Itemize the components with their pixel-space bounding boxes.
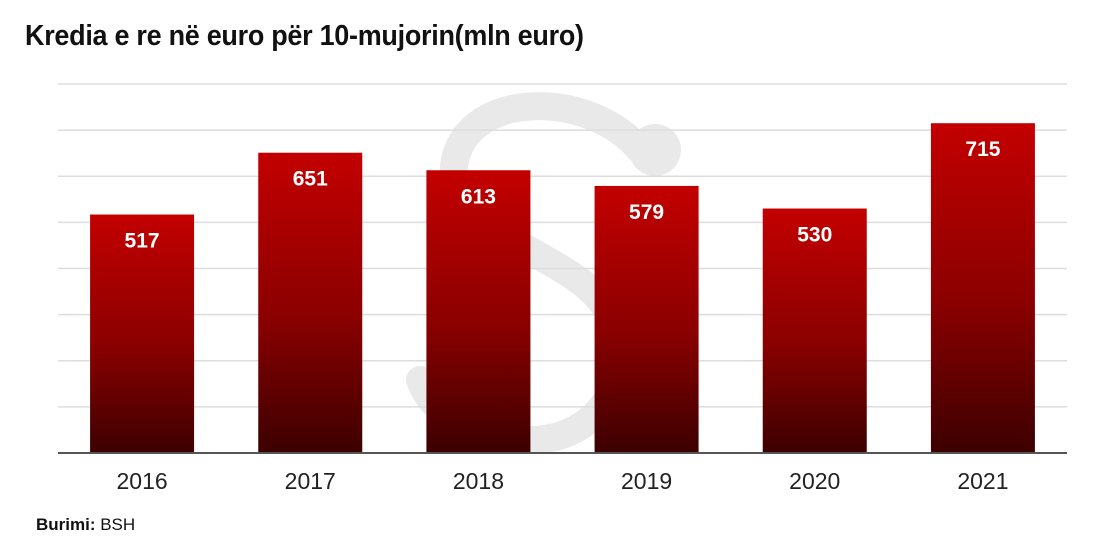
data-label-2017: 651 — [293, 168, 328, 191]
data-labels: 517 651 613 579 530 715 — [125, 138, 1001, 252]
data-label-2016: 517 — [125, 230, 160, 253]
x-tick-2017: 2017 — [285, 468, 336, 494]
x-tick-2019: 2019 — [621, 468, 672, 494]
data-label-2021: 715 — [965, 138, 1000, 161]
source-value: BSH — [95, 515, 136, 534]
x-tick-2016: 2016 — [116, 468, 167, 494]
x-tick-2018: 2018 — [453, 468, 504, 494]
gridlines — [58, 83, 1067, 408]
bar-2021 — [930, 123, 1035, 454]
bar-2020 — [762, 208, 867, 453]
chart-title: Kredia e re në euro për 10-mujorin(mln e… — [25, 20, 584, 52]
source-note: Burimi: BSH — [36, 515, 135, 535]
x-tick-labels: 2016 2017 2018 2019 2020 2021 — [116, 468, 1008, 494]
bars — [90, 123, 1035, 454]
data-label-2019: 579 — [629, 201, 664, 224]
bar-2018 — [426, 170, 531, 453]
data-label-2018: 613 — [461, 185, 496, 208]
bar-2016 — [90, 214, 195, 453]
x-tick-2020: 2020 — [789, 468, 840, 494]
bar-2019 — [594, 185, 699, 453]
bar-2017 — [258, 152, 363, 453]
data-label-2020: 530 — [797, 224, 832, 247]
watermark-dot — [629, 124, 681, 176]
source-label: Burimi: — [36, 515, 96, 534]
x-tick-2021: 2021 — [957, 468, 1008, 494]
